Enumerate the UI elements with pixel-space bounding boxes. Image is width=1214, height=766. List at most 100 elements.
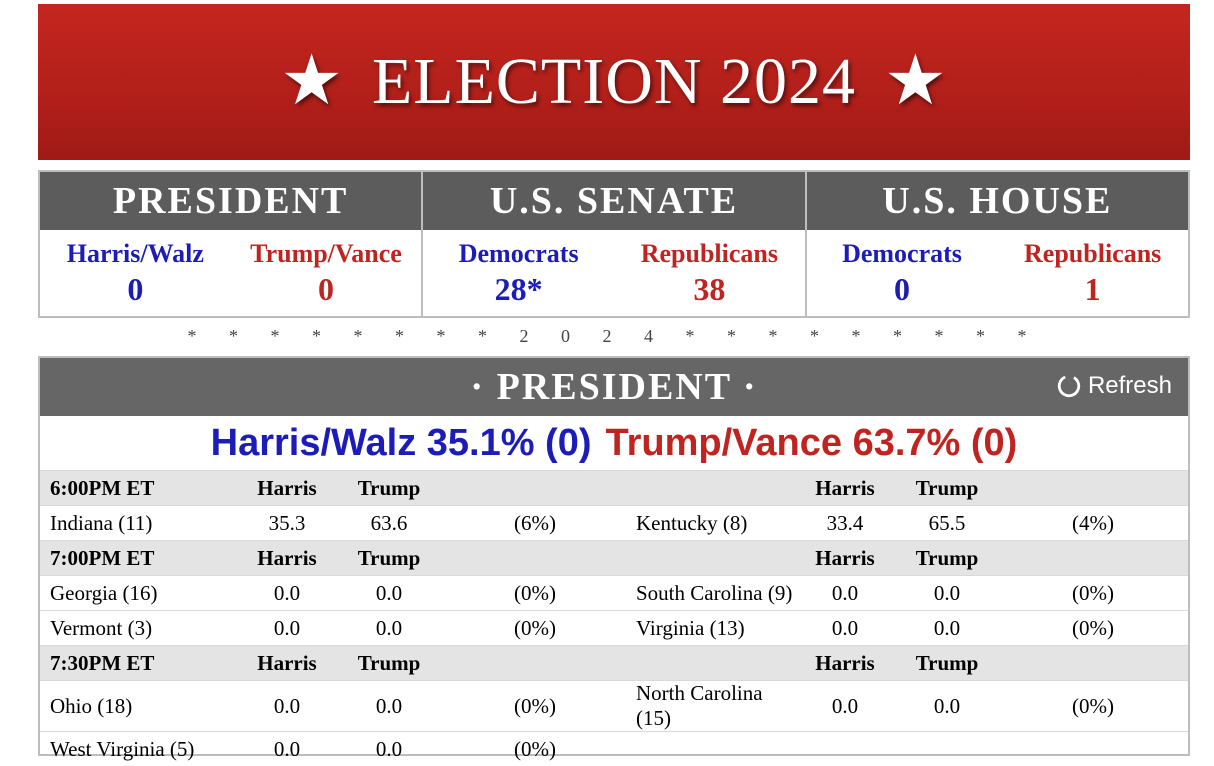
summary-heading: PRESIDENT <box>40 172 421 230</box>
summary-scoreboard: PRESIDENT Harris/Walz 0 Trump/Vance 0 U.… <box>38 170 1190 318</box>
harris-pct: 0.0 <box>236 681 338 732</box>
col-pct-header <box>998 646 1188 681</box>
trump-pct: 0.0 <box>338 732 440 766</box>
divider-2024: * * * * * * * * 2 0 2 4 * * * * * * * * … <box>38 326 1190 347</box>
trump-pct: 0.0 <box>896 576 998 611</box>
state-name: Ohio (18) <box>40 681 236 732</box>
reporting-pct: (0%) <box>440 611 630 646</box>
col-trump-header: Trump <box>338 471 440 506</box>
rep-total: Trump/Vance 63.7% (0) <box>606 422 1018 465</box>
col-harris-header: Harris <box>794 541 896 576</box>
summary-president: PRESIDENT Harris/Walz 0 Trump/Vance 0 <box>40 172 423 316</box>
poll-close-time: 6:00PM ET <box>40 471 236 506</box>
trump-pct: 0.0 <box>338 611 440 646</box>
col-state-header <box>630 646 794 681</box>
refresh-button[interactable]: Refresh <box>1056 372 1172 400</box>
state-name <box>630 732 794 766</box>
election-banner: ★ ELECTION 2024 ★ <box>38 4 1190 160</box>
refresh-icon <box>1056 373 1082 399</box>
summary-rep: Trump/Vance 0 <box>231 230 422 316</box>
col-pct-header <box>998 471 1188 506</box>
reporting-pct: (0%) <box>440 576 630 611</box>
summary-rep-value: 38 <box>693 271 725 308</box>
summary-rep-label: Republicans <box>641 239 778 269</box>
col-harris-header: Harris <box>236 646 338 681</box>
summary-rep-label: Republicans <box>1024 239 1161 269</box>
state-name: West Virginia (5) <box>40 732 236 766</box>
col-trump-header: Trump <box>896 471 998 506</box>
dem-total: Harris/Walz 35.1% (0) <box>211 422 592 465</box>
summary-heading: U.S. HOUSE <box>807 172 1188 230</box>
trump-pct <box>896 732 998 766</box>
col-state-header <box>630 541 794 576</box>
reporting-pct: (6%) <box>440 506 630 541</box>
summary-rep: Republicans 1 <box>997 230 1188 316</box>
col-pct-header <box>440 471 630 506</box>
banner-title-text: ELECTION 2024 <box>372 44 856 120</box>
col-harris-header: Harris <box>794 471 896 506</box>
summary-rep-value: 1 <box>1085 271 1101 308</box>
col-trump-header: Trump <box>338 646 440 681</box>
summary-dem-label: Democrats <box>842 239 962 269</box>
trump-pct: 63.6 <box>338 506 440 541</box>
summary-dem-value: 0 <box>894 271 910 308</box>
summary-rep-label: Trump/Vance <box>250 239 402 269</box>
reporting-pct <box>998 732 1188 766</box>
state-name: Kentucky (8) <box>630 506 794 541</box>
reporting-pct: (0%) <box>440 681 630 732</box>
summary-rep-value: 0 <box>318 271 334 308</box>
panel-header: · PRESIDENT · Refresh <box>40 358 1188 416</box>
col-pct-header <box>998 541 1188 576</box>
state-name: North Carolina (15) <box>630 681 794 732</box>
col-trump-header: Trump <box>896 646 998 681</box>
harris-pct: 0.0 <box>236 732 338 766</box>
poll-close-time: 7:00PM ET <box>40 541 236 576</box>
harris-pct: 33.4 <box>794 506 896 541</box>
col-harris-header: Harris <box>236 541 338 576</box>
state-name: Virginia (13) <box>630 611 794 646</box>
state-name: Vermont (3) <box>40 611 236 646</box>
reporting-pct: (0%) <box>440 732 630 766</box>
summary-dem: Harris/Walz 0 <box>40 230 231 316</box>
summary-rep: Republicans 38 <box>614 230 805 316</box>
harris-pct <box>794 732 896 766</box>
col-trump-header: Trump <box>896 541 998 576</box>
harris-pct: 0.0 <box>794 681 896 732</box>
reporting-pct: (4%) <box>998 506 1188 541</box>
reporting-pct: (0%) <box>998 576 1188 611</box>
trump-pct: 0.0 <box>896 611 998 646</box>
star-icon: ★ <box>280 47 344 117</box>
harris-pct: 0.0 <box>236 576 338 611</box>
col-pct-header <box>440 646 630 681</box>
harris-pct: 35.3 <box>236 506 338 541</box>
summary-dem-label: Harris/Walz <box>67 239 204 269</box>
state-name: Indiana (11) <box>40 506 236 541</box>
poll-close-time: 7:30PM ET <box>40 646 236 681</box>
harris-pct: 0.0 <box>794 576 896 611</box>
summary-house: U.S. HOUSE Democrats 0 Republicans 1 <box>807 172 1188 316</box>
popular-vote-totals: Harris/Walz 35.1% (0) Trump/Vance 63.7% … <box>40 416 1188 470</box>
trump-pct: 0.0 <box>338 576 440 611</box>
summary-dem-value: 28* <box>495 271 543 308</box>
summary-senate: U.S. SENATE Democrats 28* Republicans 38 <box>423 172 806 316</box>
trump-pct: 0.0 <box>896 681 998 732</box>
reporting-pct: (0%) <box>998 681 1188 732</box>
banner-title: ★ ELECTION 2024 ★ <box>280 44 948 120</box>
reporting-pct: (0%) <box>998 611 1188 646</box>
summary-dem-value: 0 <box>127 271 143 308</box>
star-icon: ★ <box>884 47 948 117</box>
trump-pct: 0.0 <box>338 681 440 732</box>
col-harris-header: Harris <box>236 471 338 506</box>
state-name: Georgia (16) <box>40 576 236 611</box>
state-name: South Carolina (9) <box>630 576 794 611</box>
trump-pct: 65.5 <box>896 506 998 541</box>
